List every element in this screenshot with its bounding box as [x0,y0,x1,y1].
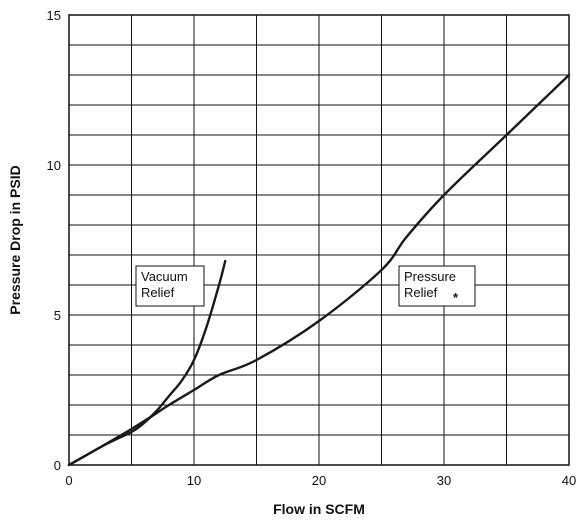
pressure-relief-label-line: Relief [404,285,438,300]
plot-frame [68,14,570,466]
x-tick-label: 20 [312,473,326,488]
tick-labels: 0 10 20 30 40 0 5 10 15 [47,8,577,488]
vacuum-relief-curve [67,259,227,467]
vacuum-relief-label-line: Vacuum [141,269,188,284]
vacuum-relief-label-line: Relief [141,285,175,300]
y-tick-label: 10 [47,158,61,173]
curves [67,73,571,467]
pressure-relief-label-box [398,265,476,307]
y-tick-label: 0 [54,458,61,473]
asterisk-icon: * [453,290,459,305]
x-tick-label: 0 [65,473,72,488]
x-axis-title: Flow in SCFM [273,501,365,517]
vacuum-relief-label-box [135,265,205,307]
x-tick-label: 10 [187,473,201,488]
pressure-relief-curve [67,73,571,467]
y-tick-label: 5 [54,308,61,323]
pressure-relief-label-line: Pressure [404,269,456,284]
y-axis-title: Pressure Drop in PSID [7,165,23,314]
x-tick-label: 40 [562,473,576,488]
x-tick-label: 30 [437,473,451,488]
y-tick-label: 15 [47,8,61,23]
grid [68,14,570,466]
